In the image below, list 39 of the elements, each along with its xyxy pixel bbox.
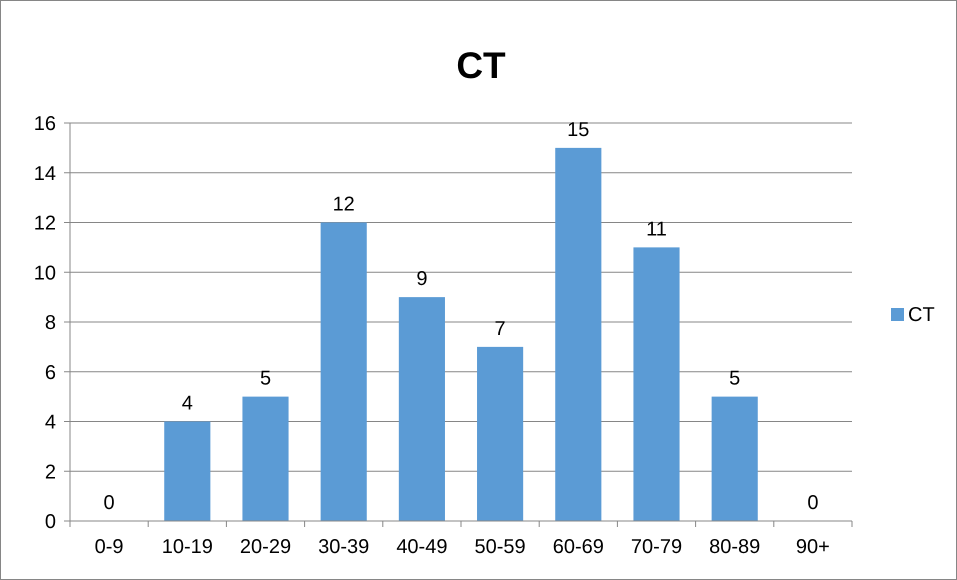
x-tick-label: 70-79 (630, 536, 682, 558)
bar (320, 222, 367, 521)
y-tick-label: 8 (44, 312, 56, 334)
x-tick-label: 10-19 (162, 536, 213, 558)
bar (555, 148, 602, 521)
x-tick-label: 40-49 (396, 536, 448, 558)
x-tick-label: 30-39 (318, 536, 370, 558)
x-tick-label: 90+ (796, 536, 830, 558)
y-tick-label: 2 (44, 461, 56, 484)
y-tick-label: 0 (44, 511, 56, 533)
data-label: 0 (104, 492, 115, 514)
data-label: 15 (567, 118, 590, 141)
bar (242, 396, 289, 521)
bar (712, 396, 758, 521)
x-tick-label: 20-29 (240, 536, 292, 558)
bar (633, 247, 680, 521)
x-tick-label: 50-59 (474, 536, 526, 558)
data-label: 9 (416, 268, 428, 290)
y-tick-label: 10 (34, 262, 56, 284)
x-tick-label: 0-9 (94, 536, 124, 558)
data-label: 7 (494, 318, 506, 340)
legend-label: CT (908, 304, 935, 326)
y-tick-label: 14 (34, 162, 56, 185)
chart-title: CT (456, 45, 506, 86)
data-label: 12 (332, 194, 355, 216)
y-tick-label: 4 (44, 412, 56, 434)
data-label: 4 (182, 392, 193, 414)
data-label: 5 (260, 368, 272, 390)
x-tick-label: 80-89 (709, 536, 760, 558)
x-tick-label: 60-69 (552, 536, 604, 558)
y-tick-label: 6 (44, 362, 56, 384)
y-tick-label: 12 (34, 212, 56, 234)
y-tick-label: 16 (34, 113, 56, 135)
data-label: 5 (729, 368, 740, 390)
bar (164, 422, 210, 521)
bar (398, 297, 445, 521)
data-label: 11 (646, 218, 667, 240)
bar (477, 346, 524, 521)
data-label: 0 (807, 492, 818, 514)
